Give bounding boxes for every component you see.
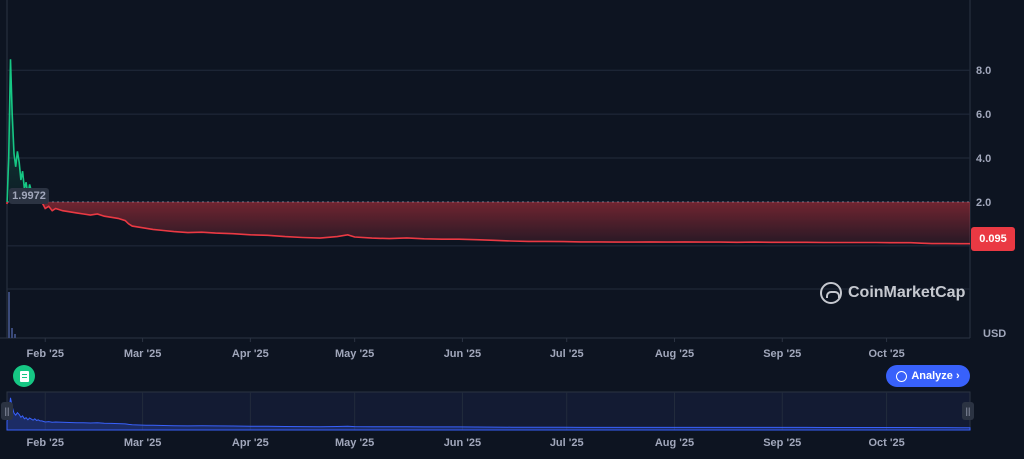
- x-tick-label: Apr '25: [232, 348, 269, 360]
- analyze-icon: [896, 370, 908, 382]
- navigator-tick-label: Feb '25: [27, 437, 64, 449]
- x-tick-label: Jul '25: [550, 348, 584, 360]
- drag-handle-icon: ||: [4, 406, 10, 416]
- x-tick-label: Sep '25: [763, 348, 801, 360]
- navigator-tick-label: May '25: [335, 437, 374, 449]
- navigator-tick-label: Mar '25: [124, 437, 161, 449]
- navigator-tick-label: Apr '25: [232, 437, 269, 449]
- x-tick-label: Aug '25: [655, 348, 694, 360]
- y-tick-label: 2.0: [976, 197, 991, 209]
- baseline-price-badge: 1.9972: [9, 188, 49, 204]
- navigator-tick-label: Aug '25: [655, 437, 694, 449]
- navigator-right-handle[interactable]: ||: [962, 402, 974, 420]
- x-tick-label: Mar '25: [124, 348, 161, 360]
- navigator-area: [6, 397, 971, 431]
- watermark-text: CoinMarketCap: [848, 284, 966, 301]
- currency-label: USD: [983, 328, 1007, 340]
- x-tick-label: Oct '25: [868, 348, 904, 360]
- volume-bar: [8, 292, 10, 338]
- navigator-grid: [44, 392, 888, 430]
- navigator-left-handle[interactable]: ||: [1, 402, 13, 420]
- volume-bar: [14, 334, 16, 338]
- y-tick-label: 4.0: [976, 153, 991, 165]
- x-tick-label: Feb '25: [27, 348, 64, 360]
- navigator-tick-label: Sep '25: [763, 437, 801, 449]
- volume-bar: [11, 328, 13, 338]
- navigator-tick-label: Jul '25: [550, 437, 584, 449]
- x-tick-label: Jun '25: [444, 348, 481, 360]
- analyze-label: Analyze ›: [911, 370, 960, 382]
- price-area: [7, 59, 971, 244]
- grid-lines: [7, 69, 970, 247]
- coinmarketcap-logo-icon: [820, 282, 842, 304]
- navigator-tick-label: Oct '25: [868, 437, 904, 449]
- document-button[interactable]: [13, 365, 35, 387]
- document-icon: [19, 370, 29, 382]
- x-tick-label: May '25: [335, 348, 374, 360]
- navigator-background[interactable]: [6, 391, 971, 431]
- y-tick-label: 6.0: [976, 109, 991, 121]
- navigator-labels: Feb '25 Mar '25 Apr '25 May '25 Jun '25 Jul '…: [27, 437, 905, 449]
- y-tick-label: 8.0: [976, 65, 991, 77]
- area-below-baseline: [41, 202, 971, 244]
- navigator-tick-label: Jun '25: [444, 437, 481, 449]
- drag-handle-icon: ||: [965, 406, 971, 416]
- x-axis-ticks: Feb '25 Mar '25 Apr '25 May '25 Jun '25 Jul '…: [27, 338, 905, 360]
- analyze-button[interactable]: Analyze ›: [886, 365, 970, 387]
- coinmarketcap-watermark: CoinMarketCap: [820, 282, 965, 304]
- line-below-baseline: [41, 201, 970, 245]
- last-price-badge: 0.095: [971, 227, 1015, 251]
- y-axis-ticks: 8.0 6.0 4.0 2.0: [976, 65, 991, 209]
